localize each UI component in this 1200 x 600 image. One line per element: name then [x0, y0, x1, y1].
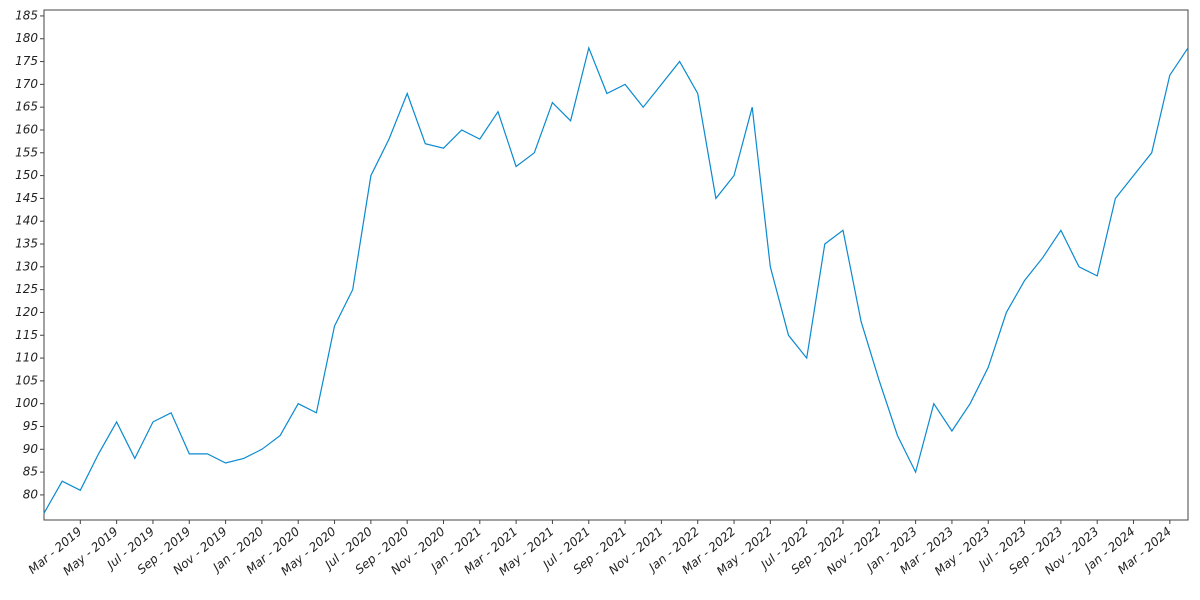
y-tick-label: 155: [15, 145, 38, 159]
y-tick-label: 150: [15, 168, 38, 182]
y-tick-label: 90: [23, 442, 39, 456]
y-tick-label: 170: [15, 77, 38, 91]
y-tick-label: 85: [23, 465, 38, 479]
y-tick-label: 125: [15, 282, 38, 296]
y-tick-label: 160: [15, 122, 38, 136]
y-tick-label: 130: [15, 259, 38, 273]
y-tick-label: 180: [15, 31, 38, 45]
y-tick-label: 145: [15, 191, 38, 205]
y-tick-label: 115: [15, 328, 38, 342]
y-tick-label: 165: [15, 100, 38, 114]
y-tick-label: 120: [15, 305, 38, 319]
y-tick-label: 140: [15, 214, 38, 228]
y-tick-label: 100: [15, 396, 38, 410]
y-tick-label: 185: [15, 8, 38, 22]
y-tick-label: 110: [15, 351, 38, 365]
y-tick-label: 105: [15, 373, 38, 387]
plot-frame: [43, 9, 1189, 521]
y-tick-label: 135: [15, 237, 38, 251]
y-tick-label: 95: [23, 419, 38, 433]
y-tick-label: 80: [23, 487, 39, 501]
price-line: [43, 45, 1189, 514]
y-tick-label: 175: [15, 54, 38, 68]
